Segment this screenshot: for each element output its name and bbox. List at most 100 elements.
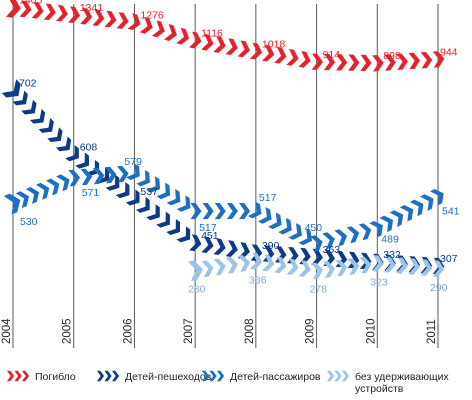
chevron-unrestrained-start (187, 260, 203, 282)
chevron-passengers-17 (190, 203, 202, 220)
chevron-passengers-9 (104, 166, 117, 184)
chevron-passengers-34 (379, 215, 394, 233)
data-label-unrestrained-2009: 278 (310, 284, 328, 296)
data-label-killed-2009: 914 (323, 49, 341, 61)
chevron-passengers-20 (226, 203, 238, 220)
chevron-killed-9 (116, 12, 129, 29)
chevron-killed-13 (164, 24, 177, 41)
data-label-pedestrians-2009: 363 (323, 244, 341, 256)
chevron-killed-27 (336, 54, 348, 71)
chevron-killed-17 (213, 36, 226, 53)
chevron-unrestrained-12 (335, 259, 348, 277)
chevron-unrestrained-2 (213, 258, 226, 276)
chevron-pedestrians-18 (176, 226, 191, 243)
chevron-passengers-32 (358, 223, 372, 241)
chevron-pedestrians-8 (75, 152, 89, 169)
legend-label-killed: Погибло (35, 371, 76, 383)
chevron-killed-25 (311, 53, 323, 70)
chevron-unrestrained-13 (347, 258, 360, 275)
chevron-passengers-18 (202, 203, 214, 220)
chevron-passengers-25 (278, 217, 292, 235)
chevron-killed-12 (151, 20, 165, 38)
data-label-killed-2006: 1276 (140, 9, 164, 21)
chevron-passengers-29 (322, 232, 335, 250)
chevron-unrestrained-14 (359, 256, 372, 274)
chevron-pedestrians-12 (115, 182, 130, 199)
chevron-passengers-4 (46, 178, 60, 196)
chevron-pedestrians-13 (125, 189, 140, 206)
chevron-pedestrians-11 (105, 174, 120, 191)
chevron-unrestrained-15 (371, 255, 384, 272)
chevron-passengers-24 (268, 212, 282, 230)
legend-label-passengers: Детей-пассажиров (230, 371, 321, 383)
data-label-pedestrians-2006: 537 (140, 186, 158, 198)
chevron-pedestrians-2 (21, 99, 37, 115)
chevron-unrestrained-6 (262, 254, 275, 272)
chevron-unrestrained-7 (274, 256, 287, 274)
chevron-killed-28 (348, 54, 360, 71)
chevron-killed-29 (360, 54, 372, 71)
chevron-killed-30 (372, 55, 384, 72)
chevron-passengers-30 (334, 229, 348, 247)
chevron-killed-6 (80, 7, 93, 25)
chevron-unrestrained-10 (310, 262, 323, 280)
legend-chevron-unrestrained-0 (326, 370, 335, 382)
chevron-killed-33 (408, 52, 421, 70)
chevron-killed-20 (249, 42, 263, 60)
chevron-unrestrained-4 (237, 255, 251, 272)
chevron-killed-19 (237, 40, 250, 58)
chevron-killed-32 (396, 53, 408, 70)
chevron-passengers-start (3, 193, 21, 215)
chevron-killed-10 (127, 13, 141, 31)
legend-item-killed: Погибло (6, 370, 76, 383)
chevron-passengers-31 (346, 226, 360, 244)
chevron-passengers-27 (298, 228, 313, 246)
year-label-2010: 2010 (365, 318, 377, 344)
chevron-killed-11 (139, 16, 153, 34)
chevron-pedestrians-15 (146, 204, 160, 221)
year-labels: 2004 2005 2006 2007 2008 2009 2010 2011 (1, 318, 438, 344)
chevron-pedestrians-23 (237, 242, 251, 259)
chevron-killed-31 (384, 54, 396, 71)
data-label-passengers-2009: 450 (305, 222, 323, 234)
chevron-passengers-28 (310, 235, 323, 253)
data-label-killed-2007: 1116 (201, 27, 223, 39)
chevron-passengers-36 (399, 204, 414, 222)
chevron-passengers-1 (15, 191, 30, 209)
series-group (1, 0, 445, 282)
chevron-passengers-7 (80, 168, 93, 186)
chevron-pedestrians-14 (136, 196, 150, 213)
year-label-2011: 2011 (426, 319, 438, 344)
chevron-pedestrians-9 (85, 160, 100, 177)
chevron-killed-24 (298, 51, 311, 68)
chevron-passengers-13 (146, 176, 161, 193)
data-label-unrestrained-2011: 290 (430, 282, 448, 294)
chevron-passengers-8 (92, 167, 105, 185)
chevron-killed-end (432, 51, 445, 68)
data-label-pedestrians-2005: 608 (80, 142, 98, 154)
chevron-passengers-35 (389, 210, 404, 227)
chevron-passengers-2 (25, 187, 40, 204)
chevron-passengers-33 (369, 220, 383, 238)
year-label-2008: 2008 (244, 318, 256, 344)
chevron-passengers-22 (247, 201, 262, 219)
data-label-passengers-2010: 489 (381, 233, 399, 245)
legend-chevron-unrestrained-2 (341, 370, 350, 382)
data-label-passengers-2008: 517 (259, 192, 277, 204)
chevron-passengers-10 (116, 165, 129, 183)
legend-chevron-pedestrians-0 (96, 370, 105, 382)
chevron-unrestrained-11 (323, 261, 336, 278)
year-label-2006: 2006 (122, 318, 134, 344)
data-label-passengers-2005: 571 (82, 187, 100, 199)
legend-chevron-passengers-2 (216, 370, 225, 382)
data-label-passengers-2004: 530 (20, 216, 38, 228)
legend-chevron-killed-1 (14, 370, 22, 382)
legend-item-unrestrained: без удерживающих устройств (326, 370, 450, 395)
chevron-killed-8 (104, 10, 117, 28)
chevron-passengers-11 (126, 163, 140, 180)
year-label-2009: 2009 (305, 318, 317, 344)
chevron-passengers-19 (214, 203, 226, 220)
year-label-2004: 2004 (1, 318, 13, 344)
chevron-unrestrained-1 (201, 260, 214, 278)
